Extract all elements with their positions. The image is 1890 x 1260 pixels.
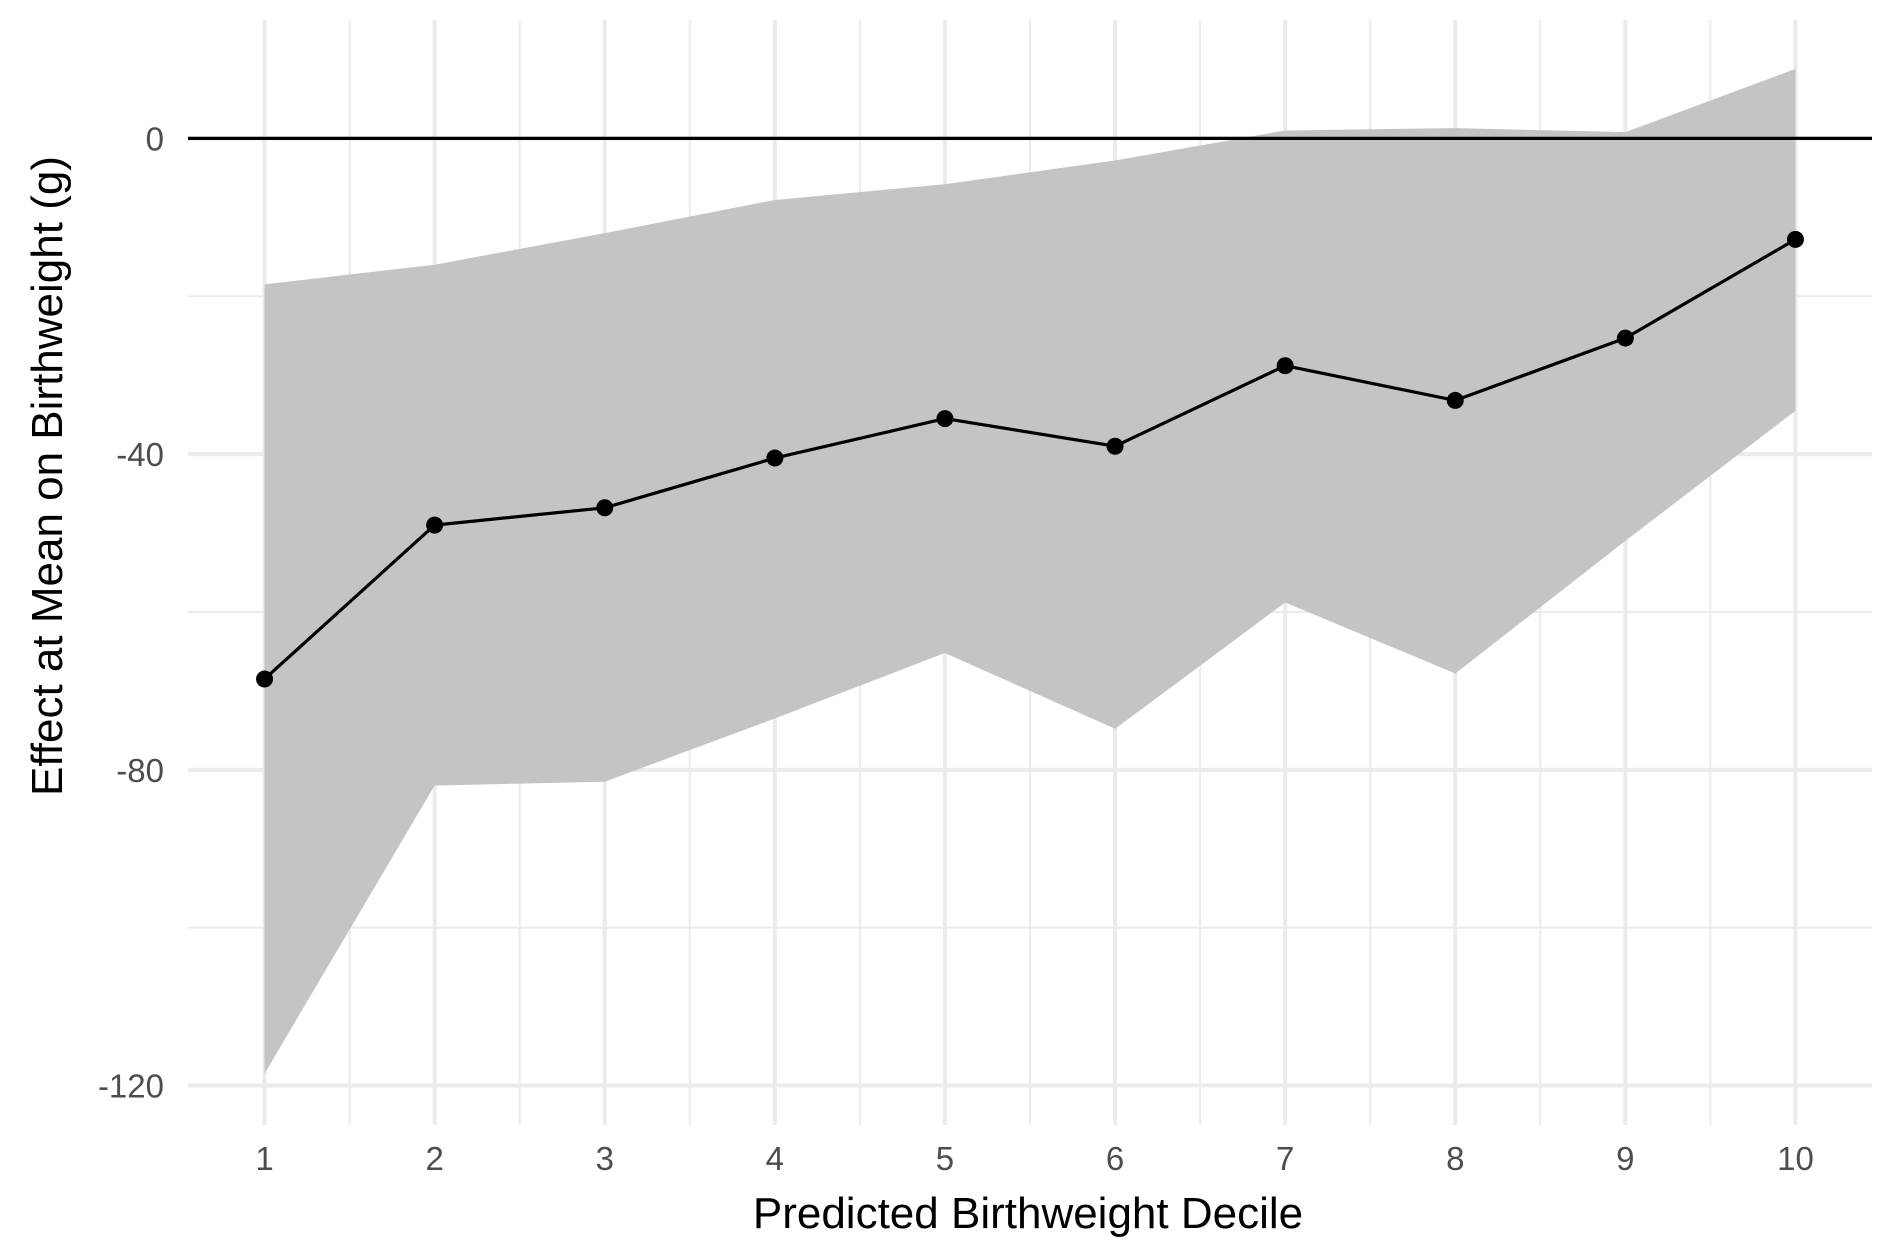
confidence-band-layer [264,68,1796,1074]
x-tick-label: 3 [596,1140,614,1177]
x-tick-label: 7 [1276,1140,1294,1177]
x-tick-label: 4 [766,1140,784,1177]
x-axis-title: Predicted Birthweight Decile [753,1189,1303,1238]
x-tick-label: 8 [1446,1140,1464,1177]
series-line-layer [263,238,1797,681]
data-point [1106,437,1124,455]
data-point [936,410,954,428]
x-tick-label: 2 [425,1140,443,1177]
y-tick-label: -40 [116,436,164,473]
x-tick-labels: 1 2 3 4 5 6 7 8 9 10 [255,1140,1813,1177]
data-point [1616,329,1634,347]
y-tick-labels: 0 -40 -80 -120 [98,120,164,1104]
data-point [766,449,784,467]
series-line [263,238,1797,681]
data-point [1276,357,1294,375]
confidence-band [264,68,1796,1074]
x-tick-label: 9 [1616,1140,1634,1177]
data-point [426,516,444,534]
data-point [256,670,274,688]
x-tick-label: 10 [1777,1140,1814,1177]
y-tick-label: -80 [116,752,164,789]
y-tick-label: 0 [146,120,164,157]
y-tick-label: -120 [98,1068,164,1105]
x-tick-label: 6 [1106,1140,1124,1177]
series-points-layer [256,230,1804,688]
x-tick-label: 5 [936,1140,954,1177]
y-axis-title: Effect at Mean on Birthweight (g) [23,156,72,796]
x-tick-label: 1 [255,1140,273,1177]
data-point [1446,391,1464,409]
data-point [596,499,614,517]
data-point [1786,230,1804,248]
